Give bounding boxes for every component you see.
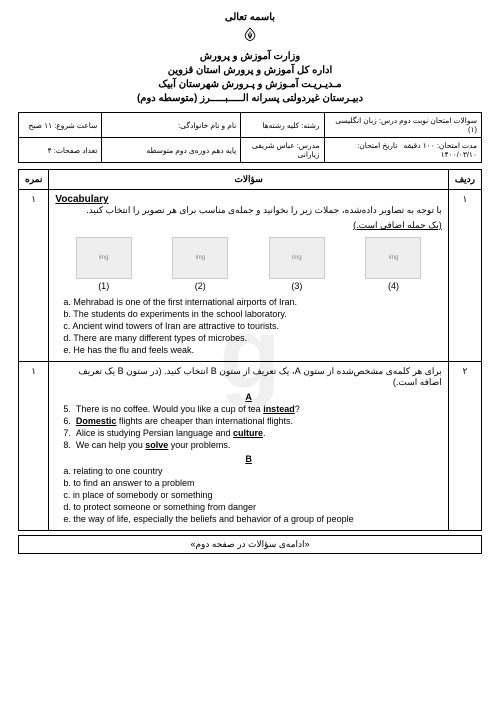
q1-instruction: با توجه به تصاویر داده‌شده، جملات زیر را… — [55, 205, 441, 216]
q1-option-d: d. There are many different types of mic… — [55, 333, 441, 343]
q2-col-b-header: B — [55, 454, 441, 464]
q1-note: (یک جمله اضافی است.) — [55, 220, 441, 231]
info-grade: پایه دهم دوره‌ی دوم متوسطه — [102, 138, 241, 163]
question-1-row: ۱ Vocabulary با توجه به تصاویر داده‌شده،… — [19, 190, 482, 362]
q2-def-a: a. relating to one country — [55, 466, 441, 476]
q2-def-b: b. to find an answer to a problem — [55, 478, 441, 488]
q2-item-8: 8. We can help you solve your problems. — [55, 440, 441, 450]
q1-title: Vocabulary — [55, 194, 441, 205]
q2-item-6: 6. Domestic flights are cheaper than int… — [55, 416, 441, 426]
page-footer: «ادامه‌ی سؤالات در صفحه دوم» — [18, 535, 482, 554]
q2-instruction: برای هر کلمه‌ی مشخص‌شده از ستون A، یک تع… — [55, 366, 441, 388]
q1-score: ۱ — [19, 190, 49, 362]
bismillah: باسمه تعالی — [18, 12, 482, 23]
q2-col-a-header: A — [55, 392, 441, 402]
info-teacher: مدرس: عباس شریفی زیارانی — [241, 138, 324, 163]
q1-image-3: img — [269, 237, 325, 279]
iran-emblem-icon — [239, 26, 261, 48]
info-field: رشته: کلیه رشته‌ها — [241, 113, 324, 138]
q2-def-d: d. to protect someone or something from … — [55, 502, 441, 512]
question-2-row: ۱ برای هر کلمه‌ی مشخص‌شده از ستون A، یک … — [19, 362, 482, 531]
q1-number: ۱ — [448, 190, 481, 362]
document-header: باسمه تعالی وزارت آموزش و پرورش اداره کل… — [18, 12, 482, 104]
q2-score: ۱ — [19, 362, 49, 531]
q2-def-e: e. the way of life, especially the belie… — [55, 514, 441, 524]
info-start-time: ساعت شروع: ۱۱ صبح — [19, 113, 102, 138]
info-duration-date: مدت امتحان: ۱۰۰ دقیقه تاریخ امتحان: ۱۴۰۰… — [324, 138, 481, 163]
q2-number: ۲ — [448, 362, 481, 531]
q1-option-b: b. The students do experiments in the sc… — [55, 309, 441, 319]
col-row-header: ردیف — [448, 170, 481, 190]
province-line: اداره کل آموزش و پرورش استان قزوین — [18, 65, 482, 76]
q2-body: برای هر کلمه‌ی مشخص‌شده از ستون A، یک تع… — [49, 362, 448, 531]
q2-item-7: 7. Alice is studying Persian language an… — [55, 428, 441, 438]
q1-option-c: c. Ancient wind towers of Iran are attra… — [55, 321, 441, 331]
col-score-header: نمره — [19, 170, 49, 190]
info-pages: تعداد صفحات: ۴ — [19, 138, 102, 163]
info-table: ساعت شروع: ۱۱ صبح نام و نام خانوادگی: رش… — [18, 112, 482, 163]
q1-body: Vocabulary با توجه به تصاویر داده‌شده، ج… — [49, 190, 448, 362]
city-line: مـدیـریـت آمـوزش و پـرورش شهرستان آبیک — [18, 79, 482, 90]
info-subject: سوالات امتحان نوبت دوم درس: زبان انگلیسی… — [324, 113, 481, 138]
ministry-line: وزارت آموزش و پرورش — [18, 51, 482, 62]
q1-images: img(1) img(2) img(3) img(4) — [55, 237, 441, 291]
school-line: دبیـرستان غیردولتی پسرانه الـــــبـــــر… — [18, 93, 482, 104]
q1-option-e: e. He has the flu and feels weak. — [55, 345, 441, 355]
q1-image-4: img — [365, 237, 421, 279]
info-name: نام و نام خانوادگی: — [102, 113, 241, 138]
q1-option-a: a. Mehrabad is one of the first internat… — [55, 297, 441, 307]
q1-image-2: img — [172, 237, 228, 279]
col-questions-header: سؤالات — [49, 170, 448, 190]
questions-table: نمره سؤالات ردیف ۱ Vocabulary با توجه به… — [18, 169, 482, 531]
q2-item-5: 5. There is no coffee. Would you like a … — [55, 404, 441, 414]
q2-def-c: c. in place of somebody or something — [55, 490, 441, 500]
q1-image-1: img — [76, 237, 132, 279]
